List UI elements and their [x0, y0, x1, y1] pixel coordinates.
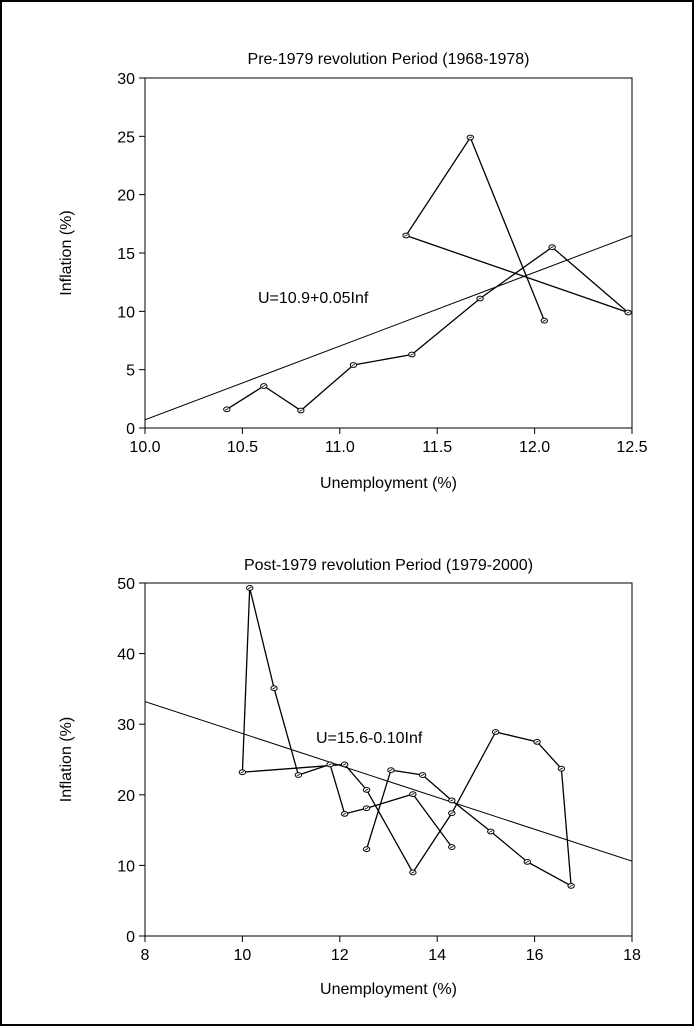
- data-point: [408, 351, 416, 358]
- data-point: [523, 858, 531, 865]
- y-tick-label: 5: [126, 363, 135, 380]
- y-tick-label: 20: [117, 188, 135, 205]
- data-point: [548, 244, 556, 251]
- y-tick-label: 25: [117, 129, 135, 146]
- x-tick-label: 12.0: [519, 439, 550, 456]
- y-tick-label: 50: [117, 576, 135, 593]
- x-tick-label: 10: [234, 947, 252, 964]
- x-tick-label: 12.5: [616, 439, 647, 456]
- data-point: [557, 765, 566, 772]
- data-point: [297, 407, 305, 414]
- data-point: [491, 729, 500, 735]
- y-axis-label: Inflation (%): [58, 717, 75, 802]
- data-point: [349, 362, 358, 368]
- y-axis-label: Inflation (%): [58, 210, 75, 295]
- x-tick-label: 12: [331, 947, 349, 964]
- x-tick-label: 11.5: [422, 439, 452, 456]
- x-tick-label: 8: [141, 947, 150, 964]
- chart-title: Post-1979 revolution Period (1979-2000): [244, 557, 533, 574]
- data-point: [387, 767, 395, 773]
- x-tick-label: 18: [623, 947, 641, 964]
- y-tick-label: 0: [126, 421, 135, 438]
- data-point: [567, 882, 575, 889]
- x-tick-label: 16: [526, 947, 544, 964]
- series-line: [226, 136, 629, 412]
- y-tick-label: 10: [117, 304, 135, 321]
- y-tick-label: 30: [117, 71, 135, 88]
- chart-title: Pre-1979 revolution Period (1968-1978): [248, 51, 530, 68]
- data-point: [294, 772, 303, 778]
- data-point: [402, 232, 410, 239]
- data-point: [340, 761, 349, 768]
- x-tick-label: 10.5: [227, 439, 258, 456]
- data-point: [260, 383, 268, 389]
- chart-panel-2: Post-1979 revolution Period (1979-2000) 8…: [58, 557, 641, 998]
- x-tick-label: 10.0: [129, 439, 160, 456]
- data-point: [448, 810, 456, 817]
- data-point: [223, 406, 231, 413]
- data-point: [362, 846, 371, 853]
- data-point: [238, 769, 247, 776]
- data-point: [246, 585, 254, 591]
- equation-annotation: U=15.6-0.10Inf: [316, 730, 423, 747]
- equation-annotation: U=10.9+0.05Inf: [258, 290, 369, 307]
- x-tick-label: 14: [428, 947, 446, 964]
- data-point: [466, 134, 475, 141]
- data-point: [533, 738, 541, 745]
- y-tick-label: 15: [117, 246, 135, 263]
- data-point: [487, 828, 495, 835]
- data-point: [409, 869, 417, 876]
- y-tick-label: 30: [117, 717, 135, 734]
- y-tick-label: 20: [117, 788, 135, 805]
- data-point: [624, 309, 632, 316]
- data-point: [326, 761, 334, 768]
- data-point: [448, 844, 456, 850]
- data-point: [448, 797, 456, 804]
- regression-line: [145, 701, 632, 862]
- x-axis-label: Unemployment (%): [320, 981, 457, 998]
- y-tick-label: 40: [117, 647, 135, 664]
- y-tick-label: 0: [126, 929, 135, 946]
- y-tick-label: 10: [117, 858, 135, 875]
- data-point: [476, 295, 484, 302]
- regression-line: [145, 235, 632, 421]
- x-tick-label: 11.0: [325, 439, 355, 456]
- data-point: [362, 786, 371, 793]
- plot-frame: [144, 582, 633, 937]
- data-point: [362, 805, 371, 812]
- data-point: [409, 791, 417, 797]
- data-point: [540, 317, 549, 324]
- data-point: [418, 772, 427, 778]
- chart-panel-1: Pre-1979 revolution Period (1968-1978) 10…: [58, 51, 648, 492]
- data-point: [340, 810, 349, 817]
- data-point: [270, 685, 278, 692]
- x-axis-label: Unemployment (%): [320, 475, 457, 492]
